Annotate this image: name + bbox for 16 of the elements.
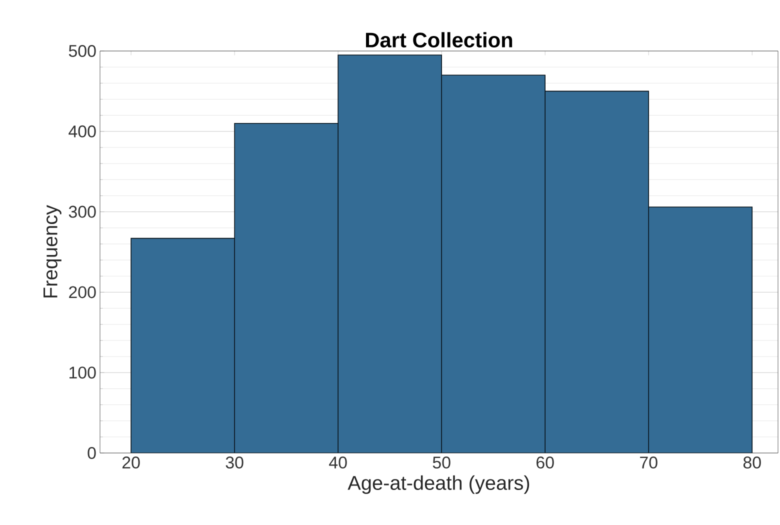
x-tick-label: 30	[226, 456, 244, 469]
y-tick-label: 0	[88, 447, 96, 459]
x-tick-label: 80	[743, 456, 761, 469]
chart-title: Dart Collection	[366, 32, 512, 48]
y-tick-label: 200	[69, 286, 96, 298]
y-tick-label: 400	[68, 125, 96, 138]
y-tick-label: 300	[68, 206, 96, 218]
x-axis-title: Age-at-death (years)	[348, 475, 530, 494]
y-tick-label: 500	[68, 45, 96, 57]
x-tick-label: 60	[536, 456, 554, 469]
x-tick-label: 70	[640, 456, 658, 469]
x-tick-label: 50	[432, 456, 450, 469]
x-tick-label: 20	[122, 456, 140, 469]
y-axis-title: Frequency	[44, 204, 62, 298]
x-tick-label: 40	[329, 456, 347, 469]
y-tick-label: 100	[70, 366, 96, 379]
